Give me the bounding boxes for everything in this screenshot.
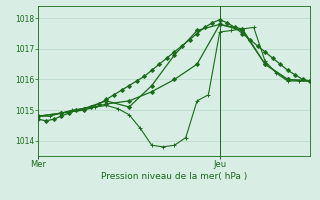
X-axis label: Pression niveau de la mer( hPa ): Pression niveau de la mer( hPa ) (101, 172, 248, 181)
